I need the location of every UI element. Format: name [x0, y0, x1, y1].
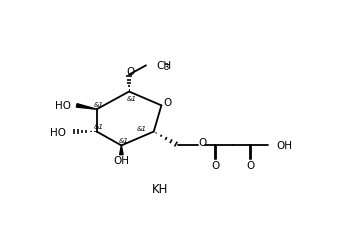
Text: O: O — [126, 67, 135, 76]
Text: &1: &1 — [137, 125, 147, 131]
Text: OH: OH — [276, 141, 292, 151]
Text: 3: 3 — [164, 63, 169, 72]
Text: OH: OH — [113, 155, 129, 165]
Polygon shape — [76, 104, 97, 110]
Polygon shape — [120, 146, 123, 155]
Text: O: O — [198, 137, 206, 147]
Text: HO: HO — [50, 127, 66, 137]
Text: O: O — [164, 97, 172, 107]
Text: O: O — [211, 160, 220, 170]
Text: &1: &1 — [94, 124, 104, 130]
Text: &1: &1 — [94, 101, 104, 107]
Text: O: O — [247, 160, 255, 170]
Text: HO: HO — [55, 101, 71, 111]
Text: &1: &1 — [126, 95, 136, 101]
Text: &1: &1 — [119, 137, 129, 143]
Text: KH: KH — [152, 182, 168, 195]
Text: CH: CH — [157, 61, 172, 71]
